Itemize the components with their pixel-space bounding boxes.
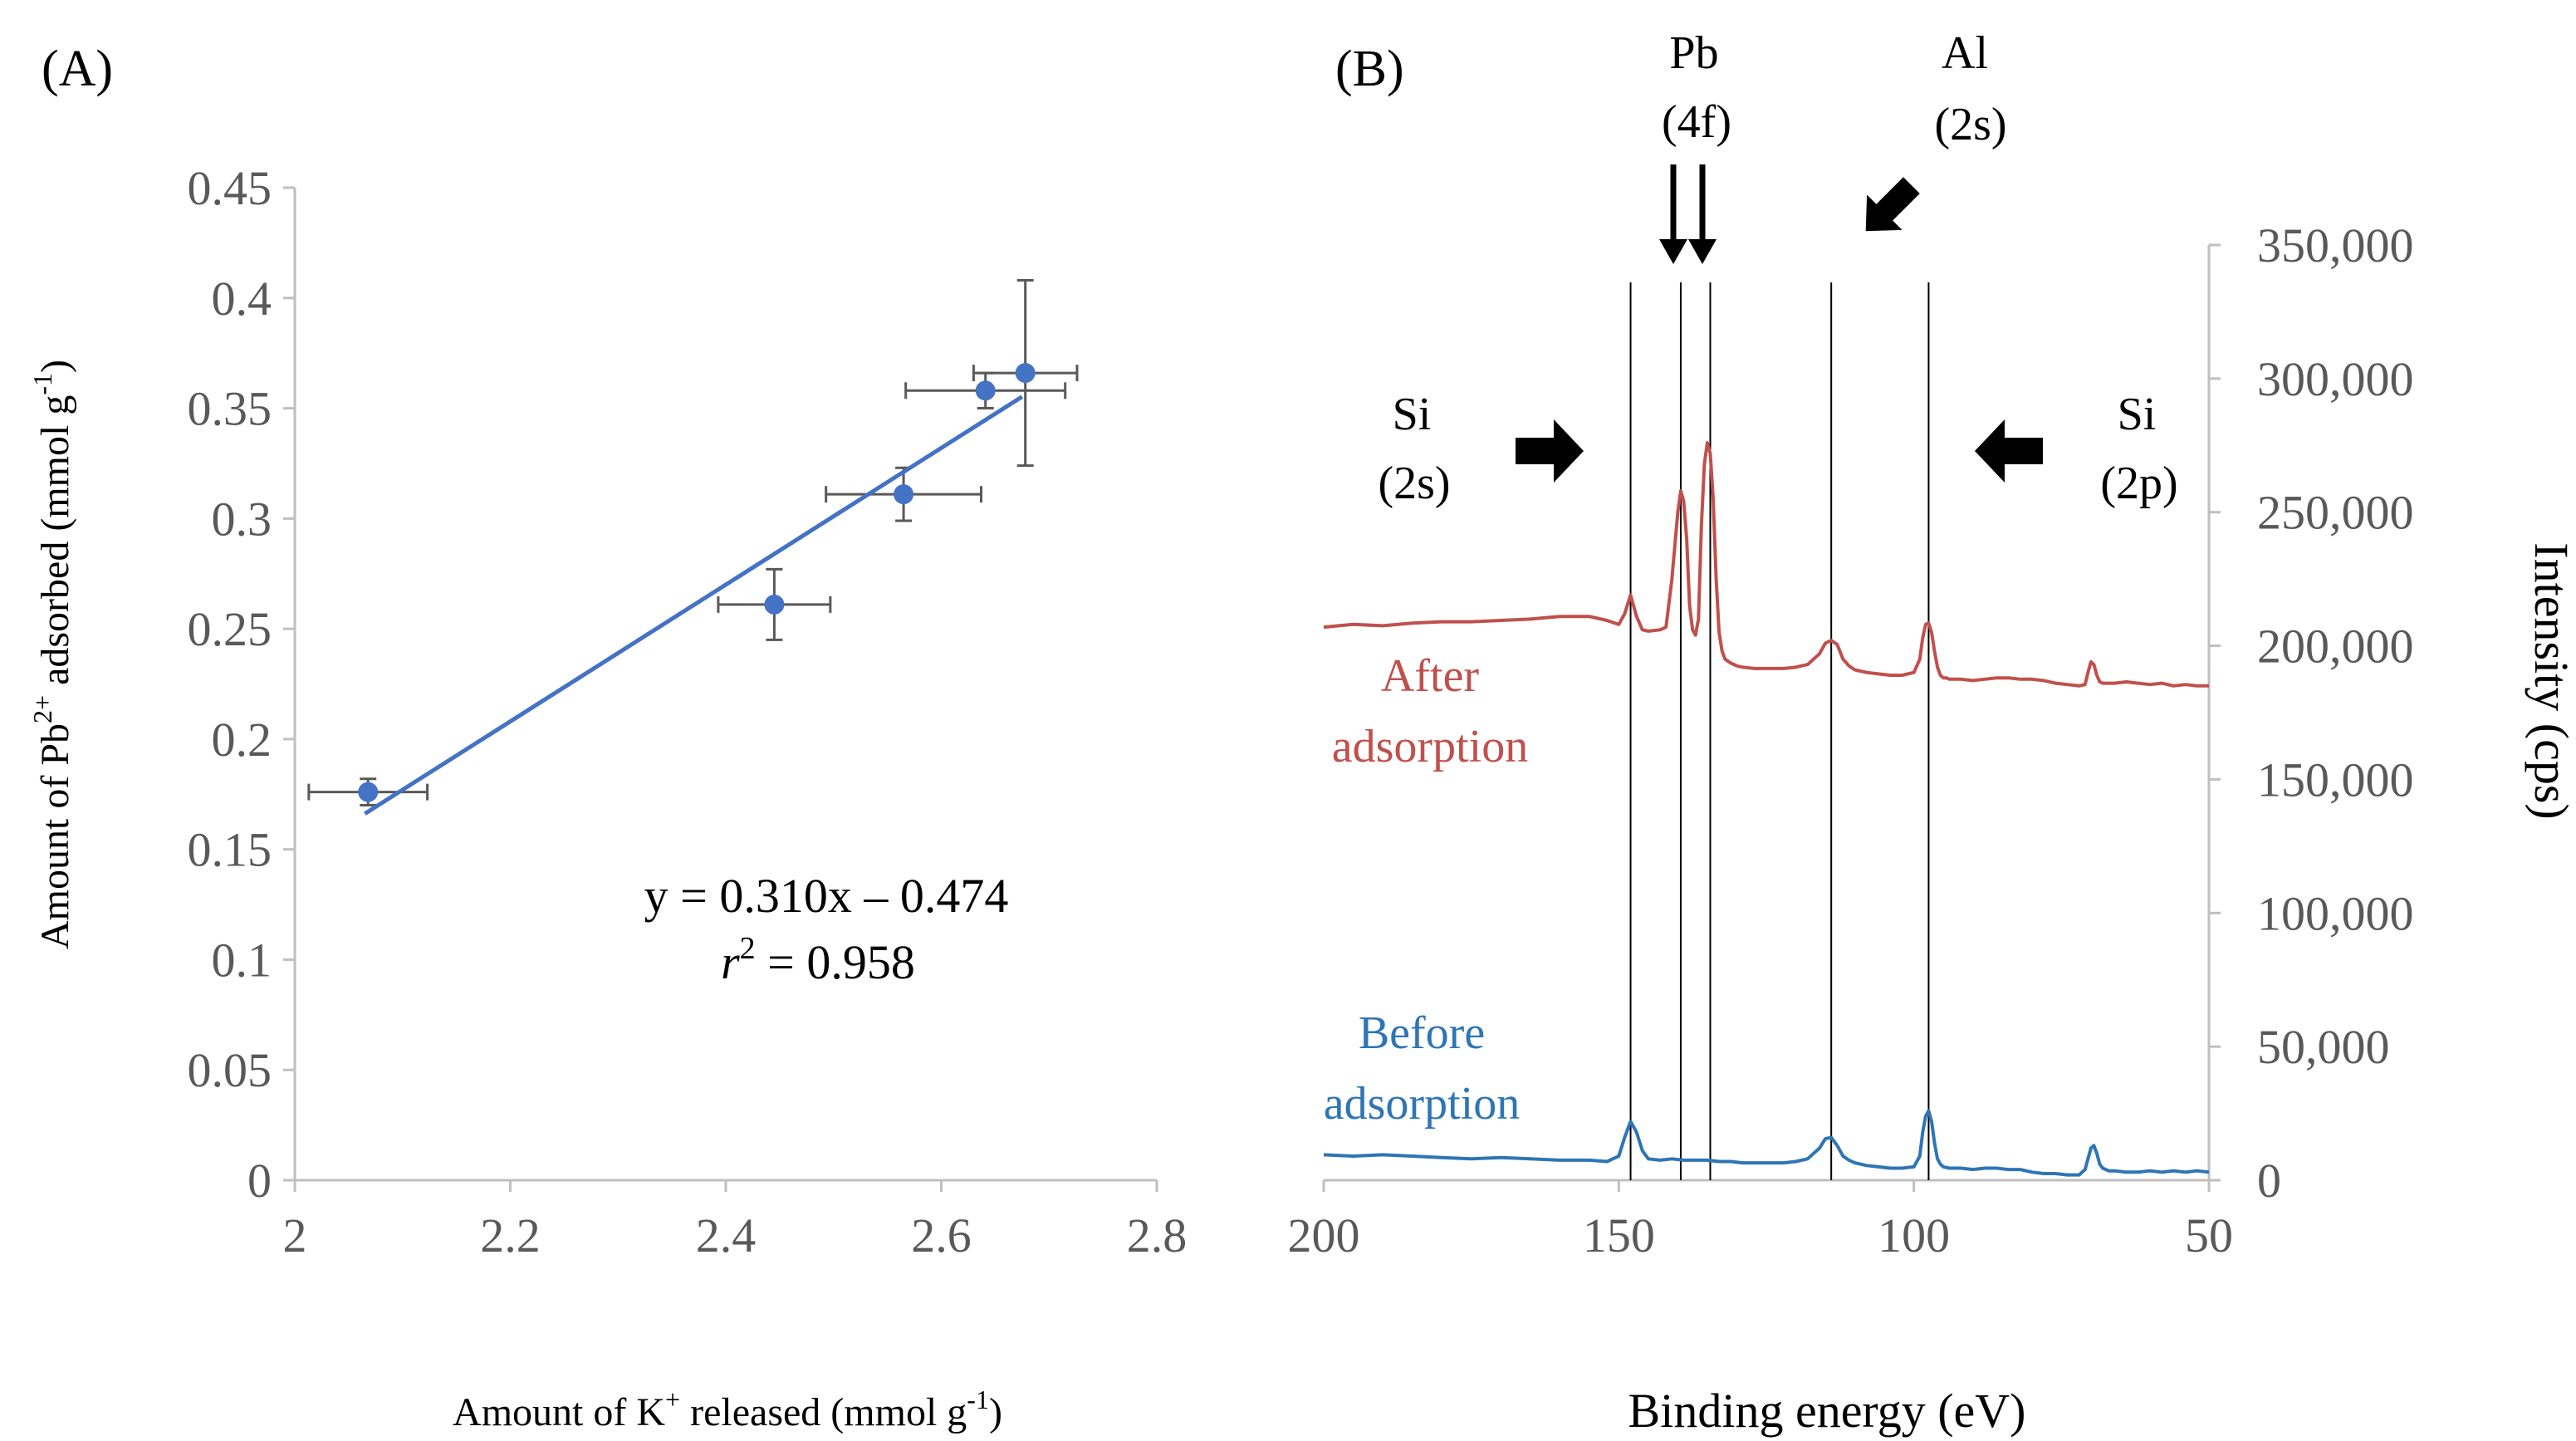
panel-b-reference-lines <box>1629 282 1930 1180</box>
panel-a-x-tick-label: 2.2 <box>480 1208 541 1262</box>
panel-a-y-axis-title: Amount of Pb2+ adsorbed (mmol g-1) <box>27 360 77 949</box>
pb-down-arrow-icon-2 <box>1688 164 1717 264</box>
panel-b-x-tick-label: 150 <box>1583 1208 1655 1262</box>
panel-a-y-tick-label: 0.1 <box>212 933 272 987</box>
pb-label: Pb <box>1669 27 1718 79</box>
data-point <box>1015 363 1036 384</box>
after-adsorption-spectrum <box>1323 441 2209 688</box>
y-title-part1: Amount of Pb <box>33 723 77 949</box>
panel-a-label: (A) <box>42 41 113 97</box>
data-point <box>358 782 379 802</box>
panel-b-label: (B) <box>1335 41 1404 97</box>
panel-b-y-tick-label: 0 <box>2257 1154 2281 1208</box>
after-label-line2: adsorption <box>1332 721 1528 772</box>
panel-a-y-tick-label: 0.25 <box>188 602 272 656</box>
y-title-part2: adsorbed (mmol g <box>33 395 77 695</box>
panel-b-y-tick-labels: 0 50,000 100,000 150,000 200,000 250,000 300,0… <box>2257 218 2414 1208</box>
r2-symbol: r <box>721 935 740 989</box>
y-title-part3: ) <box>33 360 77 373</box>
panel-a-y-tick-label: 0.05 <box>188 1043 272 1097</box>
panel-b-y-tick-label: 50,000 <box>2257 1020 2390 1074</box>
panel-b-x-axis-title: Binding energy (eV) <box>1628 1384 2026 1438</box>
si-right-left-arrow-icon <box>1975 419 2043 483</box>
panel-a-y-tick-label: 0 <box>247 1154 272 1208</box>
x-title-part2: released (mmol g <box>680 1390 967 1434</box>
panel-b-spectra <box>1323 441 2210 1177</box>
fit-r-squared: r2 = 0.958 <box>721 931 915 989</box>
fit-equation: y = 0.310x – 0.474 <box>644 869 1009 923</box>
panel-b-axes <box>1322 243 2221 1192</box>
panel-a-x-tick-label: 2.4 <box>696 1208 757 1262</box>
panel-a-x-tick-label: 2.8 <box>1127 1208 1188 1262</box>
x-title-sup2: -1 <box>967 1385 989 1414</box>
y-title-sup1: 2+ <box>27 695 57 723</box>
al-label: Al <box>1942 27 1988 79</box>
pb-down-arrow-icon <box>1659 164 1687 264</box>
panel-a-y-tick-label: 0.45 <box>188 161 272 215</box>
x-title-part1: Amount of K <box>453 1390 665 1434</box>
panel-b-y-axis-title: Intensity (cps) <box>2525 542 2576 819</box>
data-point <box>975 380 996 401</box>
si-left-sublabel: (2s) <box>1378 458 1450 509</box>
panel-b-y-tick-label: 250,000 <box>2257 486 2414 540</box>
panel-a-axes <box>283 186 1158 1192</box>
panel-a-y-tick-labels: 0 0.05 0.1 0.15 0.2 0.25 0.3 0.35 0.4 0.45 <box>188 161 272 1208</box>
panel-a-y-tick-label: 0.2 <box>212 713 272 767</box>
r2-superscript: 2 <box>740 931 756 966</box>
panel-b-y-tick-label: 300,000 <box>2257 352 2414 406</box>
panel-b-x-tick-labels: 200 150 100 50 <box>1288 1208 2234 1262</box>
panel-b: (B) 0 50,000 100,000 150,000 200,000 250,000 3… <box>1288 27 2576 1438</box>
panel-a-y-tick-label: 0.4 <box>212 272 272 326</box>
data-point <box>894 484 914 505</box>
panel-a-x-tick-label: 2.6 <box>911 1208 972 1262</box>
x-title-part3: ) <box>989 1390 1002 1434</box>
panel-b-y-tick-label: 100,000 <box>2257 886 2414 940</box>
al-diagonal-arrow-icon <box>1865 177 1920 232</box>
panel-a-fit-line <box>363 395 1024 816</box>
data-point <box>764 594 785 615</box>
al-sublabel: (2s) <box>1934 99 2006 150</box>
before-label-line2: adsorption <box>1324 1078 1520 1130</box>
si-right-label: Si <box>2118 389 2157 440</box>
panel-b-y-tick-label: 150,000 <box>2257 752 2414 806</box>
panel-b-x-tick-label: 100 <box>1878 1208 1950 1262</box>
before-adsorption-spectrum <box>1323 1109 2210 1177</box>
panel-b-y-tick-label: 200,000 <box>2257 620 2414 674</box>
pb-sublabel: (4f) <box>1662 96 1731 148</box>
panel-a-data-points <box>358 363 1036 802</box>
si-left-right-arrow-icon <box>1516 419 1584 483</box>
r2-value: = 0.958 <box>756 935 915 989</box>
panel-a-x-tick-label: 2 <box>283 1208 307 1262</box>
panel-b-y-tick-label: 350,000 <box>2257 218 2414 272</box>
panel-a-y-tick-label: 0.35 <box>188 382 272 436</box>
before-label-line1: Before <box>1359 1007 1485 1059</box>
si-right-sublabel: (2p) <box>2100 458 2177 509</box>
x-title-sup1: + <box>665 1385 680 1414</box>
after-label-line1: After <box>1381 650 1480 702</box>
panel-a-x-axis-title: Amount of K+ released (mmol g-1) <box>453 1385 1002 1434</box>
panel-a-y-tick-label: 0.15 <box>188 823 272 877</box>
panel-a-x-tick-labels: 2 2.2 2.4 2.6 2.8 <box>283 1208 1188 1262</box>
panel-b-x-tick-label: 50 <box>2185 1208 2233 1262</box>
y-title-sup2: -1 <box>27 373 57 395</box>
si-left-label: Si <box>1393 389 1432 440</box>
panel-b-x-tick-label: 200 <box>1288 1208 1360 1262</box>
panel-a-error-bars <box>307 279 1079 807</box>
panel-a-y-tick-label: 0.3 <box>212 492 272 546</box>
